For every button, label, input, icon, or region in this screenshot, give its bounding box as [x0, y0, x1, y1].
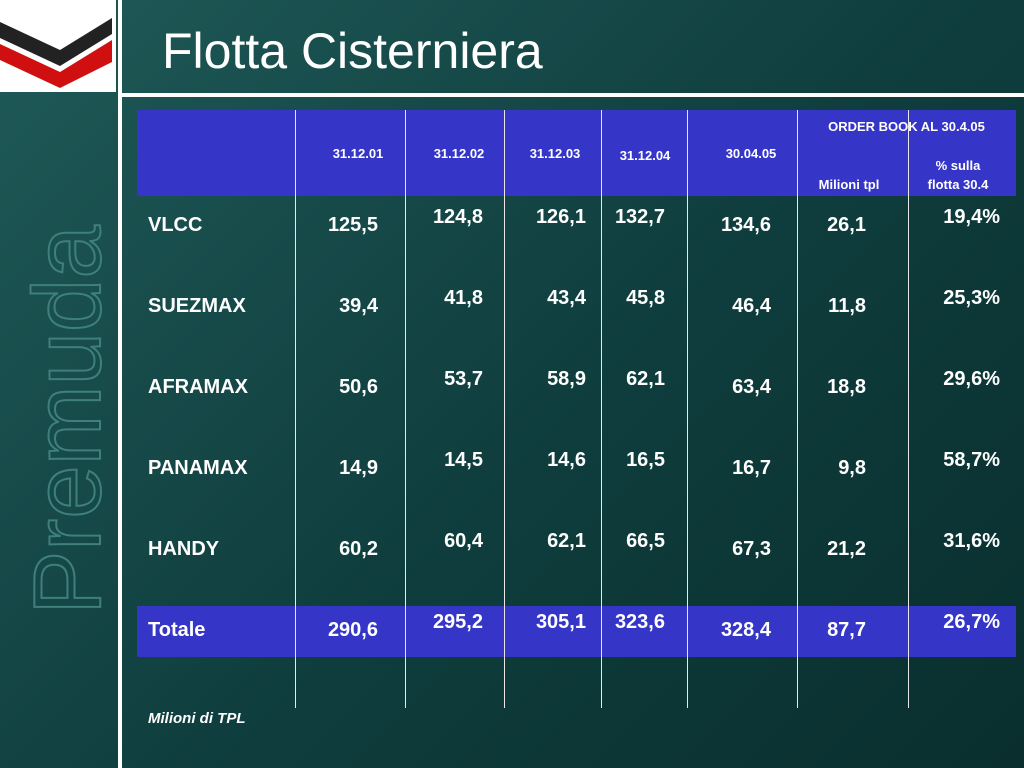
value-cell: 26,1 [827, 214, 866, 236]
column-header: 31.12.01 [332, 146, 384, 161]
row-label: Totale [148, 619, 206, 641]
column-rule [908, 110, 909, 708]
value-cell: 60,2 [339, 538, 378, 560]
value-cell: 14,6 [547, 449, 586, 471]
column-rule [601, 110, 602, 708]
brand-text: Premuda [14, 225, 121, 615]
value-cell: 63,4 [732, 376, 771, 398]
value-cell: 29,6% [943, 368, 1000, 390]
value-cell: 31,6% [943, 530, 1000, 552]
value-cell: 323,6 [614, 611, 665, 633]
column-rule [504, 110, 505, 708]
column-rule [687, 110, 688, 708]
row-label: HANDY [148, 538, 220, 560]
value-cell: 305,1 [535, 611, 586, 633]
order-book-title: ORDER BOOK AL 30.4.05 [828, 119, 985, 134]
value-cell: 41,8 [444, 287, 483, 309]
side-rule [118, 0, 122, 768]
column-header: 31.12.04 [619, 148, 671, 163]
value-cell: 43,4 [547, 287, 586, 309]
value-cell: 328,4 [720, 619, 771, 641]
footnote: Milioni di TPL [148, 710, 246, 727]
value-cell: 14,9 [339, 457, 378, 479]
row-label: AFRAMAX [148, 376, 248, 398]
value-cell: 9,8 [838, 457, 866, 479]
value-cell: 67,3 [732, 538, 771, 560]
value-cell: 58,7% [943, 449, 1000, 471]
value-cell: 62,1 [626, 368, 665, 390]
value-cell: 58,9 [547, 368, 586, 390]
value-cell: 45,8 [626, 287, 665, 309]
total-band [137, 606, 1016, 657]
value-cell: 124,8 [432, 206, 483, 228]
header-band [137, 110, 1016, 196]
value-cell: 16,7 [732, 457, 771, 479]
value-cell: 16,5 [626, 449, 665, 471]
value-cell: 126,1 [535, 206, 586, 228]
value-cell: 132,7 [614, 206, 665, 228]
value-cell: 134,6 [720, 214, 771, 236]
logo-chevron-black [0, 18, 112, 66]
column-rule [405, 110, 406, 708]
row-label: SUEZMAX [148, 295, 246, 317]
value-cell: 26,7% [943, 611, 1000, 633]
value-cell: 87,7 [827, 619, 866, 641]
row-label: PANAMAX [148, 457, 248, 479]
value-cell: 18,8 [827, 376, 866, 398]
value-cell: 46,4 [732, 295, 771, 317]
value-cell: 66,5 [626, 530, 665, 552]
column-rule [797, 110, 798, 708]
top-rule [118, 93, 1024, 97]
value-cell: 60,4 [444, 530, 483, 552]
column-header: 31.12.02 [433, 146, 485, 161]
logo-chevron-red [0, 40, 112, 88]
value-cell: 295,2 [432, 611, 483, 633]
value-cell: 125,5 [327, 214, 378, 236]
value-cell: 50,6 [339, 376, 378, 398]
title: Flotta Cisterniera [162, 23, 543, 79]
column-header: 31.12.03 [529, 146, 581, 161]
order-book-column: % sulla flotta 30.4 [927, 158, 989, 192]
value-cell: 290,6 [327, 619, 378, 641]
value-cell: 62,1 [547, 530, 586, 552]
column-header: 30.04.05 [725, 146, 777, 161]
value-cell: 53,7 [444, 368, 483, 390]
column-rule [295, 110, 296, 708]
value-cell: 19,4% [943, 206, 1000, 228]
value-cell: 25,3% [943, 287, 1000, 309]
value-cell: 11,8 [828, 295, 866, 317]
value-cell: 39,4 [339, 295, 378, 317]
value-cell: 21,2 [827, 538, 866, 560]
value-cell: 14,5 [444, 449, 483, 471]
row-label: VLCC [148, 214, 203, 236]
order-book-column: Milioni tpl [818, 177, 880, 192]
